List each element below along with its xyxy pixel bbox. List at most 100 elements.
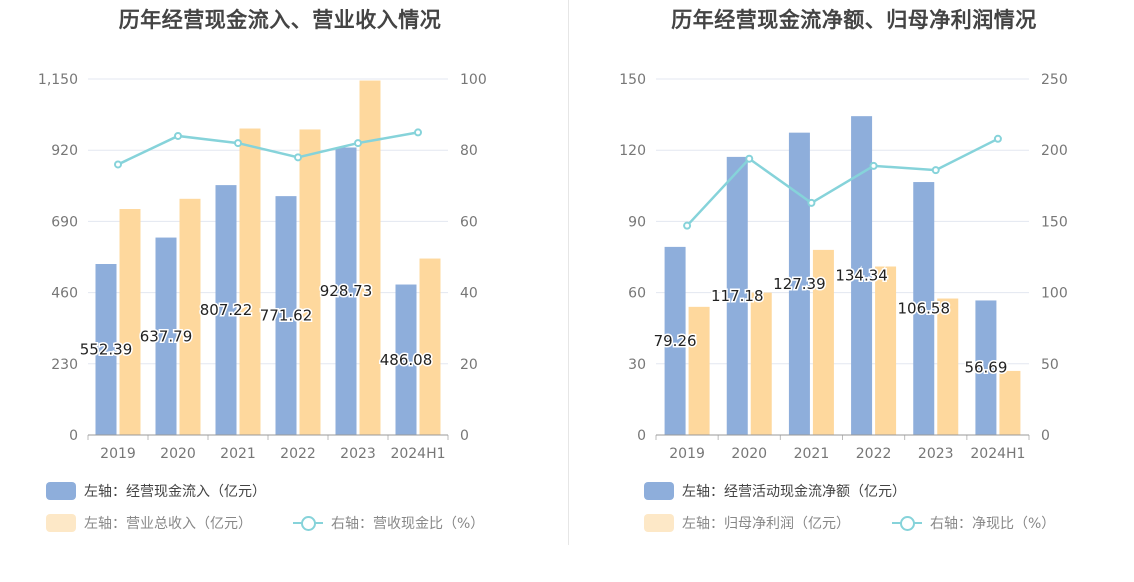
panel-divider xyxy=(568,0,569,545)
bar-data-label: 117.18 xyxy=(711,287,764,305)
bar xyxy=(239,128,261,435)
x-axis-tick-label: 2019 xyxy=(100,446,136,462)
legend-label: 右轴：营收现金比（%） xyxy=(331,516,485,532)
chart-canvas-right: 0 30 60 90 120 150 0 50 100 150 200 250 2019 2020 2021… xyxy=(619,72,1068,462)
x-axis-tick-label: 2022 xyxy=(856,446,892,462)
legend-item-revenue[interactable]: 左轴：营业总收入（亿元） xyxy=(46,513,252,533)
series-line xyxy=(117,131,419,166)
right-axis-tick-label: 50 xyxy=(1041,357,1059,373)
bar xyxy=(119,209,141,435)
legend-item-net-ratio[interactable]: 右轴：净现比（%） xyxy=(892,513,1055,533)
x-axis-tick-label: 2020 xyxy=(160,446,196,462)
bar xyxy=(179,198,201,435)
legend-swatch-orange xyxy=(644,514,674,532)
bar xyxy=(215,185,237,435)
legend-swatch-blue xyxy=(644,482,674,500)
bar-data-label: 486.08 xyxy=(380,351,433,369)
bar xyxy=(812,249,834,435)
bar xyxy=(937,298,959,435)
bar xyxy=(299,129,321,435)
line-point xyxy=(414,128,422,137)
left-axis-tick-label: 1,150 xyxy=(38,72,78,88)
left-axis-tick-label: 30 xyxy=(628,357,646,373)
bar xyxy=(913,182,935,435)
bar-data-label: 56.69 xyxy=(964,359,1007,377)
legend-item-ratio[interactable]: 右轴：营收现金比（%） xyxy=(293,513,484,533)
x-axis-tick-label: 2024H1 xyxy=(970,446,1025,462)
bar xyxy=(851,116,873,436)
left-axis-tick-label: 920 xyxy=(51,143,78,159)
bar xyxy=(395,284,417,435)
line-point xyxy=(234,139,242,148)
x-axis-tick-label: 2023 xyxy=(918,446,954,462)
legend-label: 左轴：归母净利润（亿元） xyxy=(682,516,850,532)
bar xyxy=(688,306,710,435)
x-axis-tick-label: 2020 xyxy=(731,446,767,462)
right-axis-tick-label: 250 xyxy=(1041,72,1068,88)
bar-data-label: 134.34 xyxy=(835,267,888,285)
bar-data-label: 79.26 xyxy=(654,332,697,350)
bar xyxy=(275,196,297,435)
bar-data-label: 928.73 xyxy=(320,282,373,300)
bar xyxy=(788,132,810,435)
series-line xyxy=(686,137,999,227)
bar-data-label: 552.39 xyxy=(80,340,133,358)
bar xyxy=(726,156,748,435)
bar xyxy=(155,237,177,435)
right-axis-tick-label: 60 xyxy=(460,214,478,230)
line-point xyxy=(683,221,692,230)
x-axis-tick-label: 2021 xyxy=(220,446,256,462)
right-axis-tick-label: 20 xyxy=(460,357,478,373)
bar xyxy=(335,147,357,435)
line-point xyxy=(354,139,362,148)
left-axis-tick-label: 120 xyxy=(619,143,646,159)
left-axis-tick-label: 0 xyxy=(637,428,646,444)
left-axis-tick-label: 690 xyxy=(51,214,78,230)
line-point xyxy=(931,166,940,175)
line-point xyxy=(294,153,302,162)
legend-item-net-profit[interactable]: 左轴：归母净利润（亿元） xyxy=(644,513,850,533)
line-point xyxy=(114,160,122,169)
x-axis-tick-label: 2023 xyxy=(340,446,376,462)
line-point xyxy=(174,131,182,140)
line-point xyxy=(807,198,816,207)
legend-swatch-orange xyxy=(46,514,76,532)
right-axis-tick-label: 100 xyxy=(1041,286,1068,302)
legend-line-icon xyxy=(293,514,323,532)
left-axis-tick-label: 460 xyxy=(51,286,78,302)
chart-canvas-left: 0 230 460 690 920 1,150 0 20 40 60 80 100 2019 2020 20… xyxy=(38,72,487,462)
bar xyxy=(359,80,381,436)
right-axis-tick-label: 0 xyxy=(1041,428,1050,444)
chart-panel-right: 历年经营现金流净额、归母净利润情况 0 30 60 90 120 150 0 50 100 150… xyxy=(574,0,1134,582)
legend-item-net-cash[interactable]: 左轴：经营活动现金流净额（亿元） xyxy=(644,481,906,501)
left-axis-tick-label: 90 xyxy=(628,214,646,230)
legend-swatch-blue xyxy=(46,482,76,500)
right-axis-tick-label: 200 xyxy=(1041,143,1068,159)
legend-item-cash-inflow[interactable]: 左轴：经营现金流入（亿元） xyxy=(46,481,266,501)
x-axis-tick-label: 2024H1 xyxy=(390,446,445,462)
legend-label: 右轴：净现比（%） xyxy=(930,516,1056,532)
bar-data-label: 127.39 xyxy=(773,275,826,293)
line-point xyxy=(745,154,754,163)
x-axis-tick-label: 2022 xyxy=(280,446,316,462)
legend-line-icon xyxy=(892,514,922,532)
bar-data-label: 106.58 xyxy=(898,300,951,318)
line-point xyxy=(869,161,878,170)
legend-label: 左轴：经营现金流入（亿元） xyxy=(84,484,266,500)
x-axis-tick-label: 2019 xyxy=(669,446,705,462)
right-axis-tick-label: 150 xyxy=(1041,214,1068,230)
chart-title: 历年经营现金流入、营业收入情况 xyxy=(118,8,442,32)
left-axis-tick-label: 230 xyxy=(51,357,78,373)
bar xyxy=(95,263,117,435)
x-axis-tick-label: 2021 xyxy=(794,446,830,462)
chart-panel-left: 历年经营现金流入、营业收入情况 0 230 460 690 920 1,150 0 20 40 6… xyxy=(0,0,560,582)
bar-data-label: 771.62 xyxy=(260,307,313,325)
bar xyxy=(419,258,441,435)
left-axis-tick-label: 150 xyxy=(619,72,646,88)
bar xyxy=(875,266,897,435)
bar xyxy=(750,292,772,435)
line-point xyxy=(993,134,1002,143)
right-axis-tick-label: 40 xyxy=(460,286,478,302)
bar-data-label: 637.79 xyxy=(140,327,193,345)
chart-title: 历年经营现金流净额、归母净利润情况 xyxy=(671,8,1037,32)
